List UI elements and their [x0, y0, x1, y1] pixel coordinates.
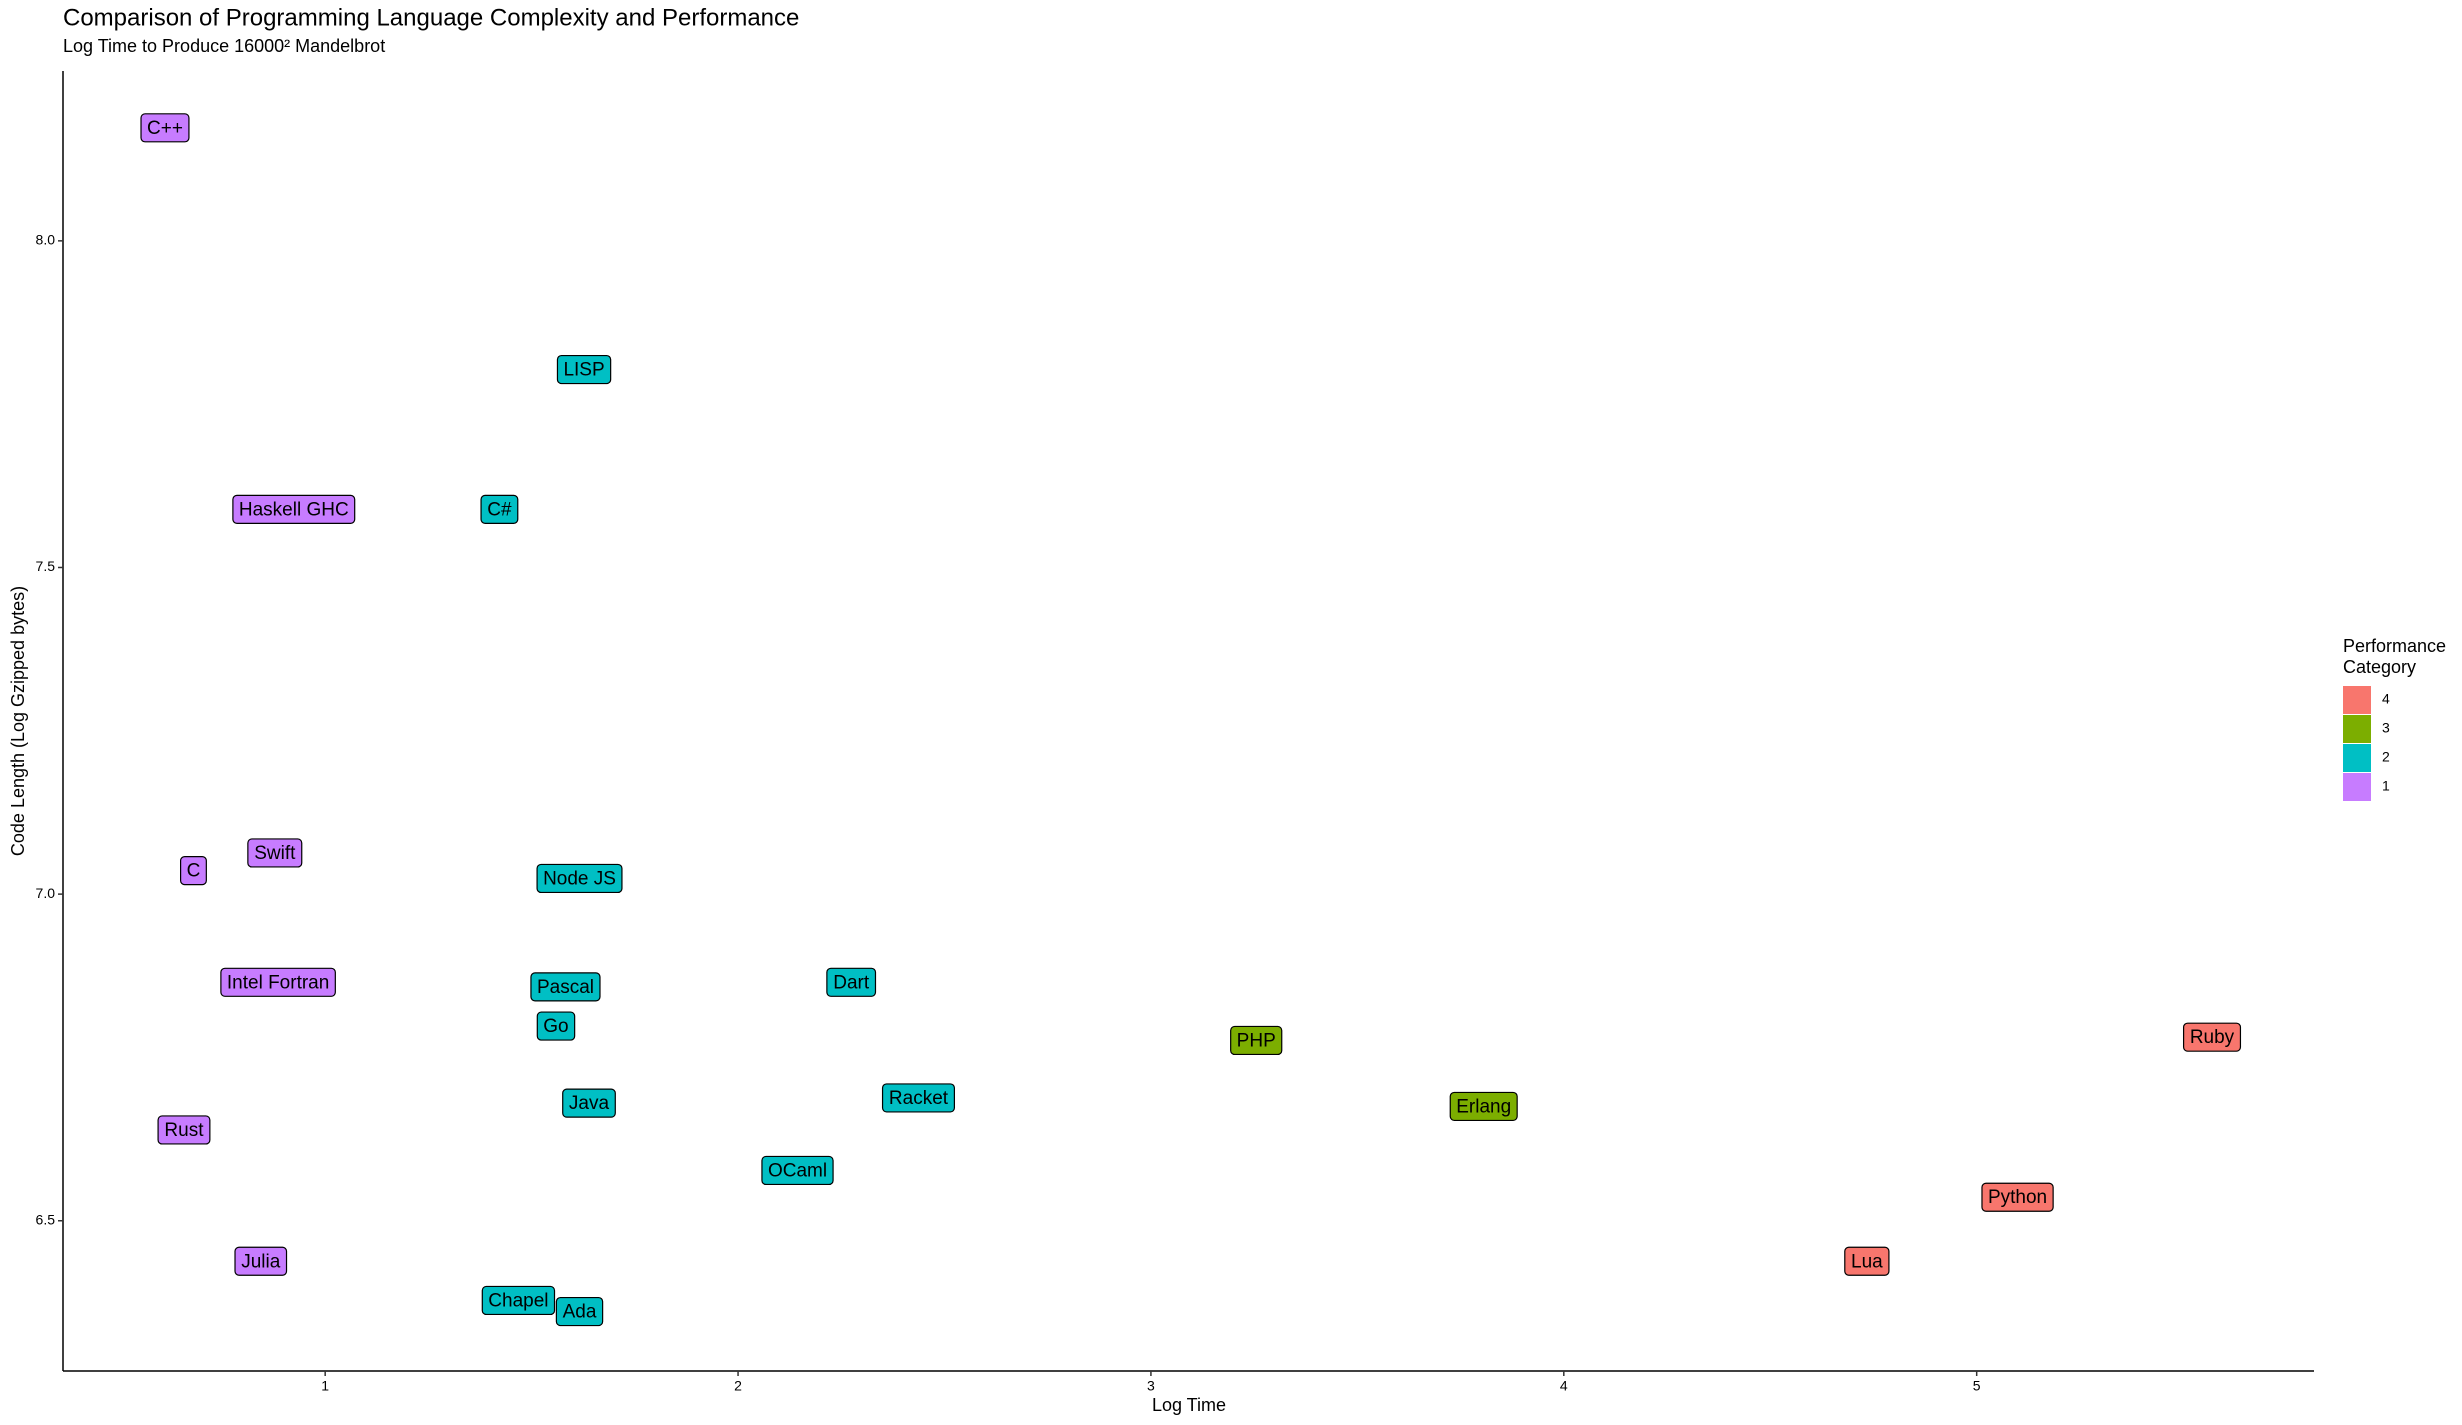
- label-box: [1449, 1091, 1518, 1122]
- point-label: Rust: [157, 1115, 211, 1145]
- label-box: [157, 1115, 211, 1145]
- x-tick-label: 5: [1973, 1378, 1981, 1394]
- point-label-text: OCaml: [768, 1160, 827, 1181]
- point-label: Python: [1981, 1182, 2054, 1212]
- y-tick-label: 7.5: [36, 558, 56, 574]
- label-box: [761, 1155, 834, 1186]
- point-label-text: Pascal: [537, 977, 594, 998]
- label-box: [1230, 1025, 1283, 1056]
- point-label-text: Dart: [833, 972, 870, 993]
- legend-title: Performance Category: [2343, 636, 2447, 677]
- point-label: Ada: [555, 1296, 604, 1327]
- point-label-text: PHP: [1237, 1030, 1276, 1051]
- point-label-text: C++: [147, 118, 183, 139]
- point-label-text: Node JS: [543, 868, 616, 889]
- point-label-text: Go: [543, 1016, 568, 1037]
- point-label-text: Julia: [241, 1251, 281, 1272]
- point-label-text: C: [187, 861, 201, 882]
- point-label: Swift: [247, 838, 303, 868]
- point-label: Go: [536, 1011, 576, 1041]
- label-box: [530, 972, 601, 1002]
- label-box: [556, 354, 612, 385]
- point-label-text: Python: [1988, 1187, 2047, 1208]
- label-box: [180, 855, 207, 886]
- legend-key: [2343, 686, 2371, 714]
- label-box: [1981, 1182, 2054, 1212]
- point-label-text: Ruby: [2190, 1027, 2235, 1048]
- legend-label: 1: [2382, 778, 2390, 794]
- point-label: OCaml: [761, 1155, 834, 1186]
- label-box: [232, 494, 356, 524]
- chart-title: Comparison of Programming Language Compl…: [63, 4, 799, 31]
- legend-label: 4: [2382, 691, 2390, 707]
- point-label: Lua: [1844, 1246, 1890, 1276]
- point-label-text: LISP: [563, 360, 604, 381]
- x-tick-label: 2: [734, 1378, 742, 1394]
- point-label-text: Racket: [889, 1088, 949, 1109]
- point-label: C#: [480, 494, 519, 524]
- point-label: Ruby: [2182, 1022, 2242, 1052]
- point-label: C++: [140, 113, 190, 143]
- point-label: Node JS: [536, 863, 623, 894]
- x-axis-label: Log Time: [1152, 1395, 1226, 1415]
- label-box: [140, 113, 190, 143]
- point-label: Java: [562, 1088, 616, 1118]
- point-label: Erlang: [1449, 1091, 1518, 1122]
- legend-key: [2343, 715, 2371, 743]
- point-label-text: C#: [487, 499, 512, 520]
- point-label-text: Chapel: [488, 1290, 548, 1311]
- point-label: Pascal: [530, 972, 601, 1002]
- y-tick-label: 7.0: [36, 885, 56, 901]
- label-box: [562, 1088, 616, 1118]
- point-label: Dart: [826, 967, 877, 997]
- point-label-text: Ada: [563, 1302, 597, 1323]
- label-box: [1844, 1246, 1890, 1276]
- point-label-text: Intel Fortran: [227, 972, 329, 993]
- point-label: C: [180, 855, 207, 886]
- point-label-text: Java: [569, 1093, 610, 1114]
- x-tick-label: 1: [321, 1378, 329, 1394]
- y-tick-label: 8.0: [36, 232, 56, 248]
- label-box: [480, 494, 519, 524]
- point-label: Julia: [234, 1246, 288, 1276]
- legend-label: 3: [2382, 720, 2390, 736]
- point-label-text: Rust: [164, 1120, 204, 1141]
- x-tick-label: 4: [1560, 1378, 1568, 1394]
- point-label: Racket: [881, 1083, 956, 1113]
- label-box: [826, 967, 877, 997]
- label-box: [247, 838, 303, 868]
- point-label: Haskell GHC: [232, 494, 356, 524]
- label-box: [220, 967, 336, 997]
- y-tick-label: 6.5: [36, 1211, 56, 1227]
- y-axis-label: Code Length (Log Gzipped bytes): [8, 586, 28, 856]
- legend-key: [2343, 773, 2371, 801]
- point-label-text: Erlang: [1456, 1096, 1511, 1117]
- point-label: PHP: [1230, 1025, 1283, 1056]
- point-label-text: Haskell GHC: [239, 499, 349, 520]
- label-box: [536, 863, 623, 894]
- point-label-text: Swift: [254, 843, 296, 864]
- point-label-text: Lua: [1851, 1251, 1883, 1272]
- legend-key: [2343, 744, 2371, 772]
- label-box: [555, 1296, 604, 1327]
- point-label: LISP: [556, 354, 612, 385]
- legend-label: 2: [2382, 749, 2390, 765]
- chart-subtitle: Log Time to Produce 16000² Mandelbrot: [63, 36, 385, 56]
- label-box: [234, 1246, 288, 1276]
- label-box: [536, 1011, 576, 1041]
- point-label: Intel Fortran: [220, 967, 336, 997]
- label-box: [481, 1285, 556, 1316]
- label-box: [2182, 1022, 2242, 1052]
- label-box: [881, 1083, 956, 1113]
- point-label: Chapel: [481, 1285, 556, 1316]
- x-tick-label: 3: [1147, 1378, 1155, 1394]
